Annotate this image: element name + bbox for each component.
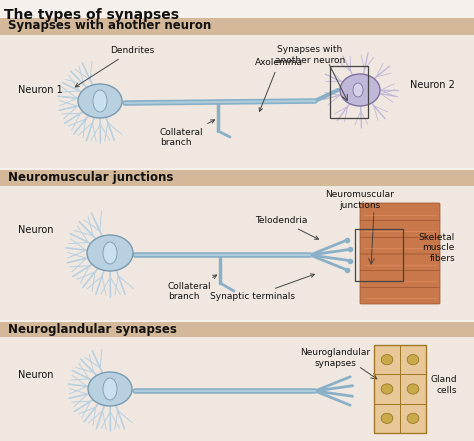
Ellipse shape xyxy=(381,413,393,423)
Bar xyxy=(330,66,368,118)
Bar xyxy=(0,337,474,441)
Ellipse shape xyxy=(381,384,393,394)
Text: Collateral
branch: Collateral branch xyxy=(160,120,215,147)
Text: Neuron 1: Neuron 1 xyxy=(18,85,63,95)
Bar xyxy=(400,374,426,404)
Text: Neuroglandular synapses: Neuroglandular synapses xyxy=(8,322,177,336)
Ellipse shape xyxy=(407,384,419,394)
Ellipse shape xyxy=(78,84,122,118)
FancyBboxPatch shape xyxy=(360,269,440,288)
FancyBboxPatch shape xyxy=(360,203,440,220)
Text: Gland
cells: Gland cells xyxy=(430,375,457,395)
Ellipse shape xyxy=(103,378,117,400)
Text: Neuron: Neuron xyxy=(18,225,54,235)
Text: Telodendria: Telodendria xyxy=(255,216,319,239)
Bar xyxy=(0,322,474,337)
Ellipse shape xyxy=(93,90,107,112)
Bar xyxy=(374,345,426,433)
Text: Synaptic terminals: Synaptic terminals xyxy=(210,274,314,301)
Bar xyxy=(355,229,403,281)
Bar xyxy=(374,345,400,374)
Text: Neuron: Neuron xyxy=(18,370,54,380)
Text: Dendrites: Dendrites xyxy=(75,46,154,87)
Text: Axolemma: Axolemma xyxy=(255,58,303,112)
Bar xyxy=(0,35,474,168)
Text: The types of synapses: The types of synapses xyxy=(4,8,179,22)
Ellipse shape xyxy=(103,242,117,264)
Ellipse shape xyxy=(407,413,419,423)
Text: Collateral
branch: Collateral branch xyxy=(168,275,217,301)
Ellipse shape xyxy=(407,355,419,365)
FancyBboxPatch shape xyxy=(360,253,440,271)
Bar xyxy=(400,345,426,374)
Text: Skeletal
muscle
fibers: Skeletal muscle fibers xyxy=(419,233,455,263)
Ellipse shape xyxy=(87,235,133,271)
Ellipse shape xyxy=(88,372,132,406)
Bar xyxy=(374,374,400,404)
Bar xyxy=(0,18,474,35)
Text: Neuron 2: Neuron 2 xyxy=(410,80,455,90)
Text: Neuromuscular
junctions: Neuromuscular junctions xyxy=(326,191,394,210)
Bar xyxy=(400,404,426,433)
FancyBboxPatch shape xyxy=(360,236,440,254)
Bar xyxy=(0,186,474,320)
FancyBboxPatch shape xyxy=(360,286,440,304)
Text: Neuromuscular junctions: Neuromuscular junctions xyxy=(8,172,173,184)
Ellipse shape xyxy=(353,83,363,97)
Text: Synapses with
another neuron: Synapses with another neuron xyxy=(275,45,345,65)
Ellipse shape xyxy=(340,74,380,106)
FancyBboxPatch shape xyxy=(360,220,440,237)
Bar xyxy=(0,170,474,186)
Ellipse shape xyxy=(381,355,393,365)
Bar xyxy=(374,404,400,433)
Text: Synapses with another neuron: Synapses with another neuron xyxy=(8,19,211,33)
Text: Neuroglandular
synapses: Neuroglandular synapses xyxy=(300,348,370,368)
